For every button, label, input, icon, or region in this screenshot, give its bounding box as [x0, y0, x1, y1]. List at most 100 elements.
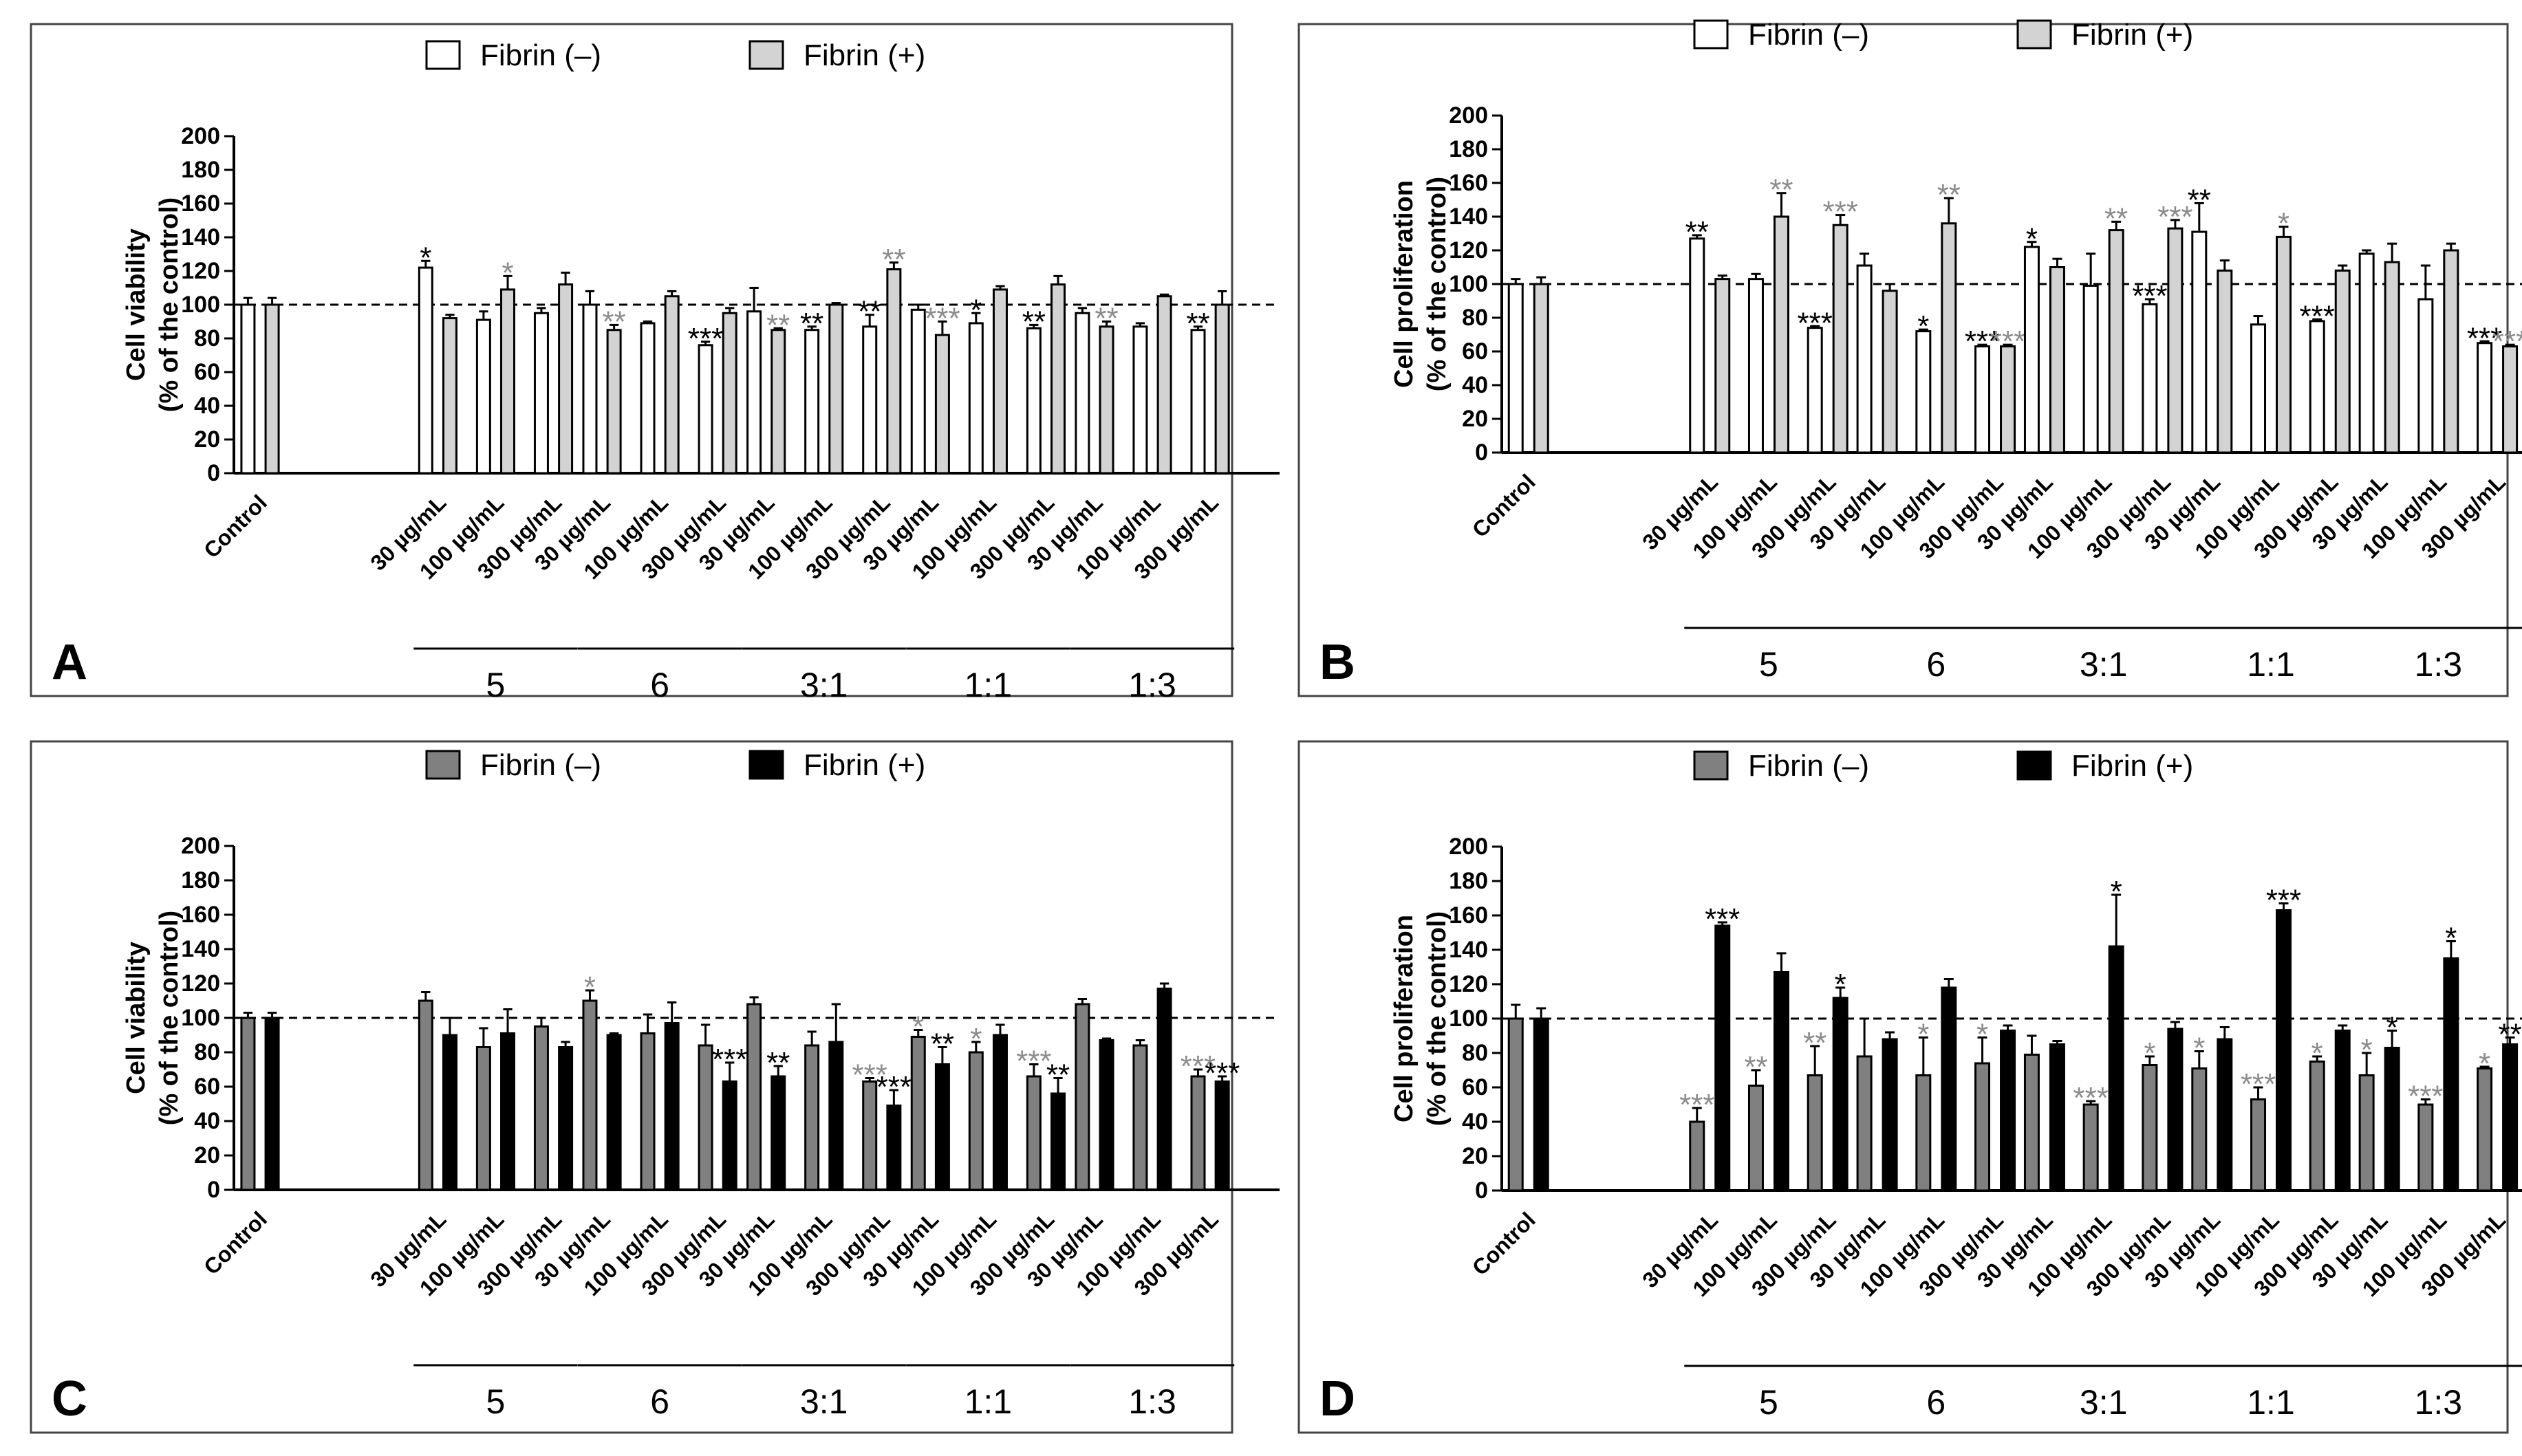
y-tick-label: 0 — [1475, 1177, 1488, 1204]
bar-fibrin-plus — [1214, 303, 1230, 475]
bar-fibrin-plus — [558, 1046, 574, 1191]
bar-fibrin-plus — [2502, 345, 2519, 454]
y-tick-label: 120 — [181, 970, 220, 997]
bar-control-fibrin-plus — [264, 303, 280, 475]
bar-control-fibrin-plus — [1533, 1017, 1549, 1192]
bar-fibrin-plus — [1941, 986, 1957, 1192]
bar-fibrin-plus — [2167, 1028, 2184, 1192]
significance-marker: ** — [766, 308, 790, 342]
bar-fibrin-plus — [2049, 266, 2065, 454]
bar-fibrin-minus — [2417, 298, 2434, 454]
legend-swatch-fibrin-minus — [425, 40, 461, 70]
bar-fibrin-plus — [1156, 988, 1172, 1191]
bar-fibrin-minus — [2309, 1061, 2325, 1192]
bar-fibrin-plus — [606, 329, 622, 475]
bar-fibrin-minus — [1915, 1074, 1932, 1192]
bar-fibrin-plus — [442, 1034, 457, 1191]
bar-fibrin-minus — [2142, 1064, 2158, 1192]
significance-marker: ** — [1095, 302, 1118, 336]
significance-marker: * — [1917, 309, 1929, 343]
bar-fibrin-plus — [500, 288, 516, 475]
significance-marker: ** — [1046, 1058, 1070, 1092]
group-label: 1:3 — [1128, 666, 1176, 704]
legend-swatch-fibrin-minus — [1693, 750, 1729, 781]
group-label: 6 — [650, 666, 669, 704]
legend-swatch-fibrin-minus — [1693, 19, 1729, 50]
significance-marker: ** — [766, 1046, 790, 1080]
group-label: 5 — [486, 666, 506, 704]
y-tick-label: 80 — [1462, 305, 1488, 331]
y-tick-label: 100 — [1449, 271, 1488, 297]
panel-a: Fibrin (–) Fibrin (+) 0 20 40 60 80 100 120 140 16… — [30, 23, 1280, 704]
group-label: 6 — [1926, 645, 1946, 684]
significance-marker: * — [2111, 875, 2122, 909]
y-tick-label: 80 — [1462, 1040, 1488, 1066]
group-label: 5 — [1759, 1383, 1778, 1422]
y-tick-label: 200 — [1449, 834, 1488, 860]
y-axis-label-line1: Cell viability — [122, 228, 151, 381]
bar-fibrin-plus — [2217, 1038, 2233, 1192]
bar-fibrin-minus — [1075, 1003, 1090, 1191]
bar-fibrin-plus — [1099, 325, 1114, 475]
group-label: 5 — [486, 1382, 506, 1421]
group-label: 1:1 — [2247, 1383, 2295, 1422]
y-tick-label: 200 — [181, 833, 220, 859]
y-axis-label-line1: Cell viability — [122, 942, 151, 1094]
bar-fibrin-plus — [2334, 269, 2351, 454]
significance-marker: ** — [882, 243, 905, 276]
group-label: 3:1 — [800, 666, 848, 704]
y-tick-label: 120 — [181, 258, 220, 284]
bar-fibrin-minus — [1974, 345, 1991, 454]
significance-marker: *** — [1965, 325, 2000, 358]
bar-fibrin-plus — [1941, 222, 1957, 454]
bar-fibrin-plus — [1156, 295, 1172, 475]
bar-fibrin-minus — [1689, 1120, 1705, 1192]
significance-marker: *** — [876, 1070, 912, 1104]
significance-marker: * — [2361, 1033, 2373, 1067]
bar-fibrin-minus — [640, 322, 656, 475]
x-tick-label-control: Control — [1467, 469, 1540, 542]
significance-marker: *** — [2073, 1081, 2108, 1115]
bar-fibrin-plus — [558, 283, 574, 475]
panel-letter: D — [1319, 1371, 1355, 1426]
significance-marker: ** — [1937, 178, 1961, 212]
y-tick-label: 100 — [1449, 1006, 1488, 1032]
group-label: 1:1 — [964, 1382, 1013, 1421]
bar-fibrin-minus — [804, 1044, 820, 1191]
group-label: 1:3 — [2415, 645, 2463, 684]
significance-marker: *** — [2266, 884, 2301, 917]
y-axis-label-line2: (% of the control) — [155, 911, 184, 1125]
y-tick-label: 80 — [194, 325, 220, 351]
bar-fibrin-plus — [2276, 909, 2292, 1192]
bar-control-fibrin-minus — [240, 303, 256, 475]
bar-fibrin-minus — [804, 329, 820, 475]
bar-fibrin-plus — [2000, 345, 2016, 454]
x-tick-label-control: Control — [1467, 1207, 1540, 1280]
significance-marker: * — [584, 970, 596, 1004]
bar-fibrin-minus — [862, 325, 878, 475]
bar-fibrin-plus — [770, 329, 786, 475]
panel-d: Fibrin (–) Fibrin (+) 0 20 40 60 80 100 120 140 16… — [1297, 740, 2522, 1434]
bar-fibrin-minus — [1132, 325, 1148, 475]
bar-fibrin-minus — [1075, 312, 1090, 475]
y-tick-label: 20 — [194, 1142, 220, 1169]
x-tick-label-control: Control — [199, 1206, 272, 1279]
panel-letter: A — [52, 635, 87, 690]
bar-fibrin-plus — [500, 1032, 516, 1191]
y-tick-label: 180 — [181, 157, 220, 183]
significance-marker: ** — [2188, 183, 2211, 217]
significance-marker: * — [912, 1010, 924, 1044]
y-tick-label: 0 — [207, 1177, 220, 1203]
significance-marker: * — [970, 1022, 982, 1056]
legend-swatch-fibrin-plus — [2016, 750, 2052, 781]
legend-swatch-fibrin-plus — [2016, 19, 2052, 50]
significance-marker: *** — [2467, 321, 2502, 355]
significance-marker: * — [2026, 222, 2038, 256]
bar-fibrin-minus — [2250, 323, 2267, 454]
y-tick-label: 160 — [181, 902, 220, 928]
bar-control-fibrin-minus — [1507, 283, 1524, 454]
significance-marker: ** — [2104, 202, 2128, 235]
group-label: 1:1 — [964, 666, 1013, 704]
y-axis-label-line2: (% of the control) — [1423, 911, 1452, 1126]
significance-marker: ** — [1186, 307, 1209, 340]
